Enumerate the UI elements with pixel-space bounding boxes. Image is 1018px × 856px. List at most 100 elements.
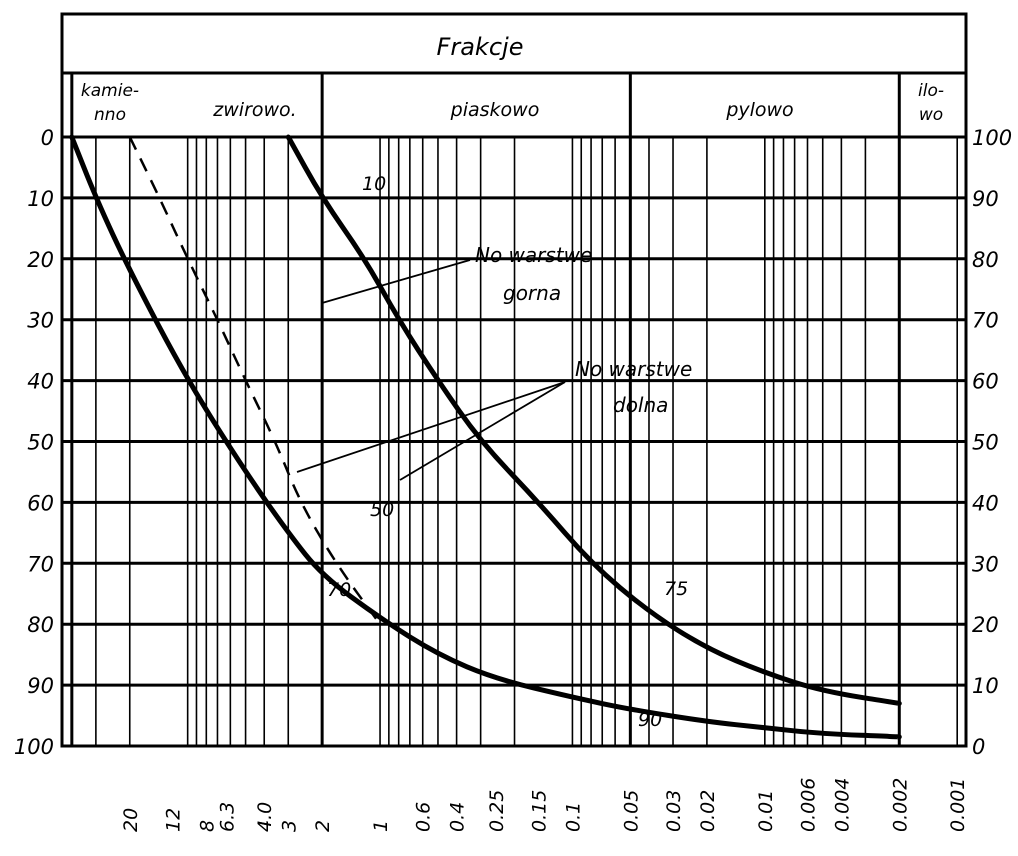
x-tick-label: 0.4	[447, 802, 469, 832]
fraction-label-ilowo-1: ilo-	[918, 81, 944, 101]
data-point	[480, 441, 482, 442]
left-axis-tick-label: 30	[27, 309, 54, 333]
data-point	[335, 562, 337, 564]
x-tick-label: 0.02	[697, 790, 719, 832]
data-point	[187, 380, 189, 382]
data-point	[764, 727, 766, 729]
data-point	[321, 197, 323, 199]
x-tick-label: 6.3	[216, 802, 238, 832]
right-axis-tick-label: 30	[972, 552, 999, 576]
curve-label-75: 75	[664, 578, 688, 600]
right-axis-tick-label: 80	[972, 248, 999, 272]
x-tick-label: 8	[196, 820, 218, 832]
right-axis-tick-label: 20	[972, 613, 999, 637]
left-axis-tick-label: 90	[27, 674, 54, 698]
x-tick-label: 0.03	[663, 790, 685, 832]
leader-line-upper-1	[321, 259, 471, 304]
fraction-label-pylowo: pylowo	[725, 99, 793, 121]
right-axis-tick-label: 50	[972, 431, 999, 455]
right-axis-tick-label: 100	[972, 126, 1012, 150]
grading-curve-1	[69, 134, 902, 740]
curve-label-70: 70	[327, 579, 351, 601]
left-axis-tick-label: 0	[41, 126, 54, 150]
data-point	[590, 562, 592, 564]
x-tick-label: 1	[370, 820, 392, 832]
annotation-upper-line2: gorna	[503, 281, 561, 305]
x-tick-label: 3	[278, 820, 300, 832]
x-tick-label: 2	[312, 820, 334, 832]
x-tick-label: 4.0	[254, 802, 276, 832]
x-tick-label: 0.001	[947, 778, 969, 832]
data-point	[437, 654, 439, 656]
x-tick-label: 0.6	[413, 802, 435, 832]
data-point	[764, 672, 766, 674]
x-tick-label: 4	[254, 820, 276, 832]
left-axis-tick-label: 20	[27, 248, 54, 272]
data-point	[159, 197, 161, 199]
header-layer: Frakcje kamie- nno zwirowo. piaskowo pyl…	[81, 33, 944, 125]
x-tick-label: 0.006	[798, 778, 820, 832]
right-axis-tick-label: 40	[972, 491, 999, 515]
left-axis-tick-label: 80	[27, 613, 54, 637]
data-point	[538, 501, 540, 503]
data-point	[187, 258, 189, 260]
data-point	[245, 471, 247, 473]
x-tick-label: 12	[162, 808, 184, 832]
left-axis-tick-label: 70	[27, 552, 54, 576]
series-layer	[69, 134, 902, 740]
data-point	[245, 380, 247, 382]
left-axis-tick-label: 100	[14, 735, 54, 759]
x-tick-label: 0.01	[755, 790, 777, 832]
data-point	[822, 733, 824, 735]
data-point	[129, 270, 131, 272]
grading-curve-2	[285, 134, 902, 706]
leader-line-lower-2	[399, 381, 566, 481]
right-axis-tick-label: 0	[972, 735, 985, 759]
data-point	[287, 136, 289, 138]
right-axis-tick-label: 10	[972, 674, 999, 698]
x-tick-label: 0.05	[620, 790, 642, 832]
data-point	[495, 678, 497, 680]
data-point	[648, 611, 650, 613]
data-point	[629, 709, 631, 710]
left-axis-tick-label: 10	[27, 187, 54, 211]
grid-layer	[60, 12, 968, 748]
data-point	[898, 736, 900, 738]
data-point	[437, 380, 439, 382]
data-point	[287, 532, 289, 534]
annotation-lower-line2: dolna	[613, 393, 668, 417]
annotation-upper-line1: No warstwe	[475, 243, 592, 267]
fraction-label-kamienno-1: kamie-	[81, 81, 139, 101]
fraction-label-zwirowo: zwirowo.	[212, 99, 296, 121]
data-point	[299, 501, 301, 503]
right-axis-tick-label: 70	[972, 309, 999, 333]
right-axis-tick-label: 90	[972, 187, 999, 211]
data-point	[364, 258, 366, 260]
left-axis-tick-label: 40	[27, 370, 54, 394]
fraction-label-ilowo-2: wo	[919, 105, 943, 125]
chart-title: Frakcje	[437, 33, 524, 61]
data-point	[398, 319, 400, 321]
annotation-layer: No warstwe gorna No warstwe dolna 10 50 …	[296, 173, 692, 731]
right-axis-tick-label: 60	[972, 370, 999, 394]
fraction-label-piaskowo: piaskowo	[450, 99, 540, 121]
x-tick-label: 0.15	[529, 790, 551, 832]
data-point	[571, 696, 573, 698]
data-point	[379, 623, 381, 625]
data-point	[706, 648, 708, 650]
fraction-label-kamienno-2: nno	[94, 105, 126, 125]
x-tick-label: 0.1	[562, 802, 584, 832]
curve-label-10: 10	[362, 173, 386, 195]
left-axis-tick-label: 50	[27, 431, 54, 455]
leader-line-lower-1	[296, 381, 566, 473]
left-axis-tick-label: 60	[27, 491, 54, 515]
x-tick-label: 0.002	[889, 778, 911, 832]
curve-label-90: 90	[638, 709, 662, 731]
axis-layer: 0102030405060708090100100908070605040302…	[14, 126, 1012, 832]
x-tick-label: 20	[120, 808, 142, 832]
annotation-lower-line1: No warstwe	[575, 357, 692, 381]
data-point	[217, 319, 218, 321]
curve-label-50: 50	[370, 499, 394, 521]
